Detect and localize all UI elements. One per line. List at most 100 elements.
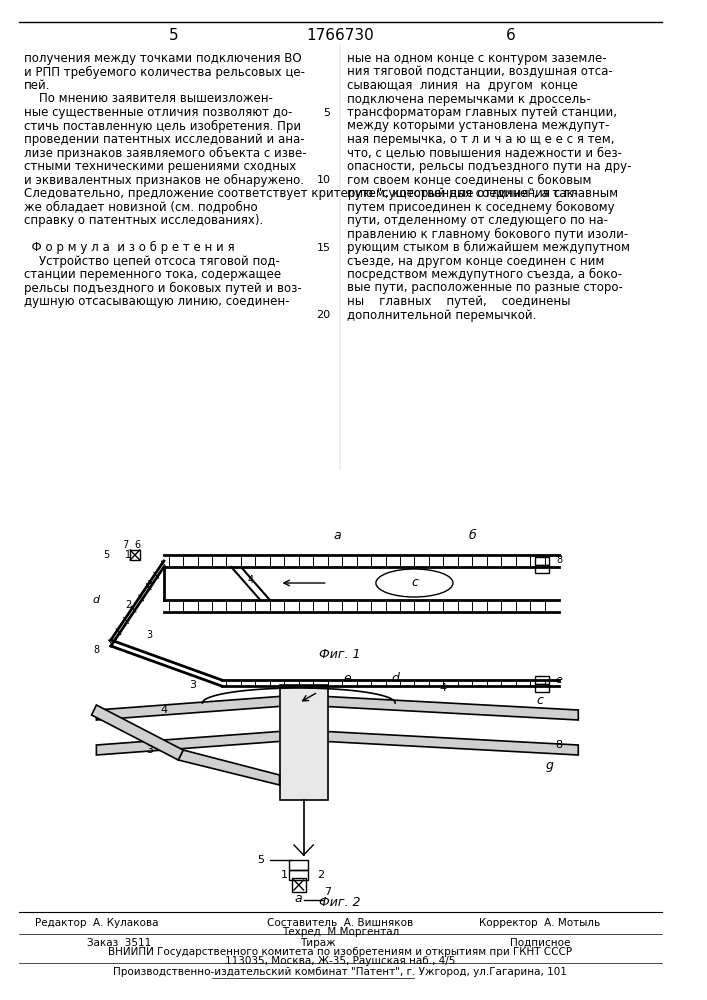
Bar [535,565,549,573]
Text: 7: 7 [324,887,332,897]
Text: ная перемычка, о т л и ч а ю щ е е с я тем,: ная перемычка, о т л и ч а ю щ е е с я т… [347,133,614,146]
Text: 1: 1 [125,550,132,560]
Text: 3: 3 [146,745,153,755]
Polygon shape [279,685,328,800]
Text: правлению к главному бокового пути изоли-: правлению к главному бокового пути изоли… [347,228,629,241]
Text: и эквивалентных признаков не обнаружено.: и эквивалентных признаков не обнаружено. [24,174,304,187]
Text: 8: 8 [556,740,563,750]
Text: 3: 3 [189,680,197,690]
Text: душную отсасывающую линию, соединен-: душную отсасывающую линию, соединен- [24,295,290,308]
Text: 2: 2 [125,600,132,610]
Text: a: a [295,892,303,904]
Text: 3: 3 [146,580,153,590]
Text: 5: 5 [169,27,178,42]
Text: между которыми установлена междупут-: между которыми установлена междупут- [347,119,609,132]
Text: а: а [334,529,341,542]
Text: стичь поставленную цель изобретения. При: стичь поставленную цель изобретения. При [24,119,301,133]
Text: Техред  М.Моргентал: Техред М.Моргентал [281,927,399,937]
Text: проведении патентных исследований и ана-: проведении патентных исследований и ана- [24,133,305,146]
Text: 10: 10 [317,175,331,185]
Text: с: с [411,576,418,589]
Polygon shape [299,695,578,720]
Text: d: d [93,595,100,605]
Text: Фиг. 2: Фиг. 2 [320,896,361,908]
Text: Корректор  А. Мотыль: Корректор А. Мотыль [479,918,600,928]
Text: 1766730: 1766730 [306,27,374,42]
Text: трансформаторам главных путей станции,: трансформаторам главных путей станции, [347,106,617,119]
Text: же обладает новизной (см. подробно: же обладает новизной (см. подробно [24,200,258,214]
Text: сывающая  линия  на  другом  конце: сывающая линия на другом конце [347,79,578,92]
Text: Производственно-издательский комбинат "Патент", г. Ужгород, ул.Гагарина, 101: Производственно-издательский комбинат "П… [113,967,567,977]
Bar [535,684,549,692]
Text: 3: 3 [146,630,153,640]
Bar [535,676,549,684]
Text: ВНИИПИ Государственного комитета по изобретениям и открытиям при ГКНТ СССР: ВНИИПИ Государственного комитета по изоб… [108,947,572,957]
Text: c: c [537,694,543,706]
Text: 8: 8 [93,645,100,655]
Text: и РПП требуемого количества рельсовых це-: и РПП требуемого количества рельсовых це… [24,66,305,79]
Text: рельсы подъездного и боковых путей и воз-: рельсы подъездного и боковых путей и воз… [24,282,302,295]
Text: съезде, на другом конце соединен с ним: съезде, на другом конце соединен с ним [347,254,604,267]
Text: 7: 7 [122,540,129,550]
Text: 2: 2 [317,870,325,880]
Text: 20: 20 [317,310,331,320]
Text: Следовательно, предложение соответствует критерию "существенные отличия", а так-: Следовательно, предложение соответствует… [24,187,578,200]
Text: 6: 6 [506,27,515,42]
Polygon shape [96,730,299,755]
Text: путем присоединен к соседнему боковому: путем присоединен к соседнему боковому [347,200,614,214]
Text: вые пути, расположенные по разные сторо-: вые пути, расположенные по разные сторо- [347,282,623,294]
Text: посредством междупутного съезда, а боко-: посредством междупутного съезда, а боко- [347,268,622,281]
Text: ны    главных    путей,    соединены: ны главных путей, соединены [347,295,571,308]
Text: g: g [545,758,554,772]
Text: 8: 8 [556,555,562,565]
Text: Составитель  А. Вишняков: Составитель А. Вишняков [267,918,414,928]
Text: 5: 5 [257,855,264,865]
Text: Подписное: Подписное [510,938,570,948]
Text: пути, отделенному от следующего по на-: пути, отделенному от следующего по на- [347,214,608,227]
Bar [289,860,308,870]
Polygon shape [92,705,183,760]
Text: путем, который для соединения с главным: путем, который для соединения с главным [347,187,618,200]
Text: Тираж: Тираж [300,938,336,948]
Text: 4: 4 [160,705,168,715]
Text: ные на одном конце с контуром заземле-: ные на одном конце с контуром заземле- [347,52,607,65]
Text: е: е [556,675,563,685]
Text: стными техническими решениями сходных: стными техническими решениями сходных [24,160,296,173]
Polygon shape [299,730,578,755]
Text: Ф о р м у л а  и з о б р е т е н и я: Ф о р м у л а и з о б р е т е н и я [24,241,235,254]
Text: 1: 1 [281,870,288,880]
Text: дополнительной перемычкой.: дополнительной перемычкой. [347,308,537,322]
Text: По мнению заявителя вышеизложен-: По мнению заявителя вышеизложен- [24,93,273,105]
Text: 6: 6 [135,540,141,550]
Text: ния тяговой подстанции, воздушная отса-: ния тяговой подстанции, воздушная отса- [347,66,613,79]
Text: опасности, рельсы подъездного пути на дру-: опасности, рельсы подъездного пути на др… [347,160,631,173]
Text: 5: 5 [324,108,331,118]
Text: Фиг. 1: Фиг. 1 [320,648,361,662]
Text: d: d [391,672,399,684]
Bar [130,550,140,560]
Text: Заказ  3511: Заказ 3511 [87,938,151,948]
Text: б: б [469,529,476,542]
Polygon shape [96,695,299,720]
Text: рующим стыком в ближайшем междупутном: рующим стыком в ближайшем междупутном [347,241,630,254]
Text: справку о патентных исследованиях).: справку о патентных исследованиях). [24,214,263,227]
Text: e: e [343,672,351,684]
Text: Устройство цепей отсоса тяговой под-: Устройство цепей отсоса тяговой под- [24,254,280,267]
Bar [535,557,549,565]
Text: подключена перемычками к дроссель-: подключена перемычками к дроссель- [347,93,590,105]
Text: станции переменного тока, содержащее: станции переменного тока, содержащее [24,268,281,281]
Polygon shape [178,750,279,785]
Text: ные существенные отличия позволяют до-: ные существенные отличия позволяют до- [24,106,293,119]
Text: 5: 5 [103,550,109,560]
Text: 4: 4 [247,575,254,585]
Bar [289,870,308,880]
Text: Редактор  А. Кулакова: Редактор А. Кулакова [35,918,158,928]
Text: что, с целью повышения надежности и без-: что, с целью повышения надежности и без- [347,146,622,159]
Text: получения между точками подключения ВО: получения между точками подключения ВО [24,52,302,65]
Bar [292,878,305,892]
Text: 113035, Москва, Ж-35, Раушская наб., 4/5: 113035, Москва, Ж-35, Раушская наб., 4/5 [225,956,455,966]
Text: 4: 4 [440,683,447,693]
Text: пей.: пей. [24,79,51,92]
Text: лизе признаков заявляемого объекта с изве-: лизе признаков заявляемого объекта с изв… [24,146,307,160]
Text: гом своем конце соединены с боковым: гом своем конце соединены с боковым [347,174,592,186]
